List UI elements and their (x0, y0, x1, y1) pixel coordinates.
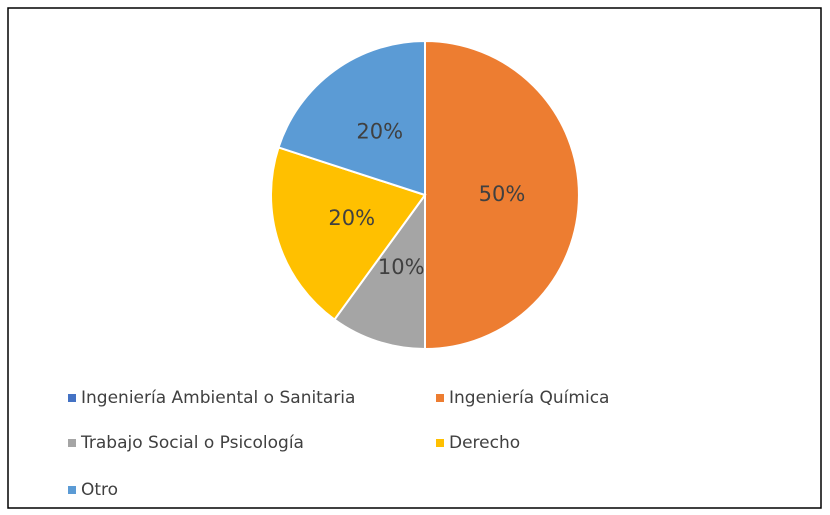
legend-label: Trabajo Social o Psicología (80, 433, 304, 453)
legend-swatch (68, 439, 76, 447)
data-label: 20% (356, 120, 403, 144)
legend-swatch (68, 394, 76, 402)
pie-slice (270, 146, 427, 321)
legend-label: Ingeniería Ambiental o Sanitaria (81, 388, 355, 408)
legend-swatch (436, 394, 444, 402)
pie-slice (333, 191, 426, 351)
legend-swatch (436, 439, 444, 447)
legend-swatch (68, 486, 76, 494)
legend-label: Ingeniería Química (449, 388, 609, 408)
legend-label: Derecho (449, 433, 520, 453)
data-label: 50% (479, 182, 526, 206)
legend-label: Otro (81, 480, 118, 500)
pie-slice (277, 39, 426, 197)
data-label: 10% (378, 255, 425, 279)
data-label: 20% (328, 206, 375, 230)
pie-slice (424, 39, 580, 351)
